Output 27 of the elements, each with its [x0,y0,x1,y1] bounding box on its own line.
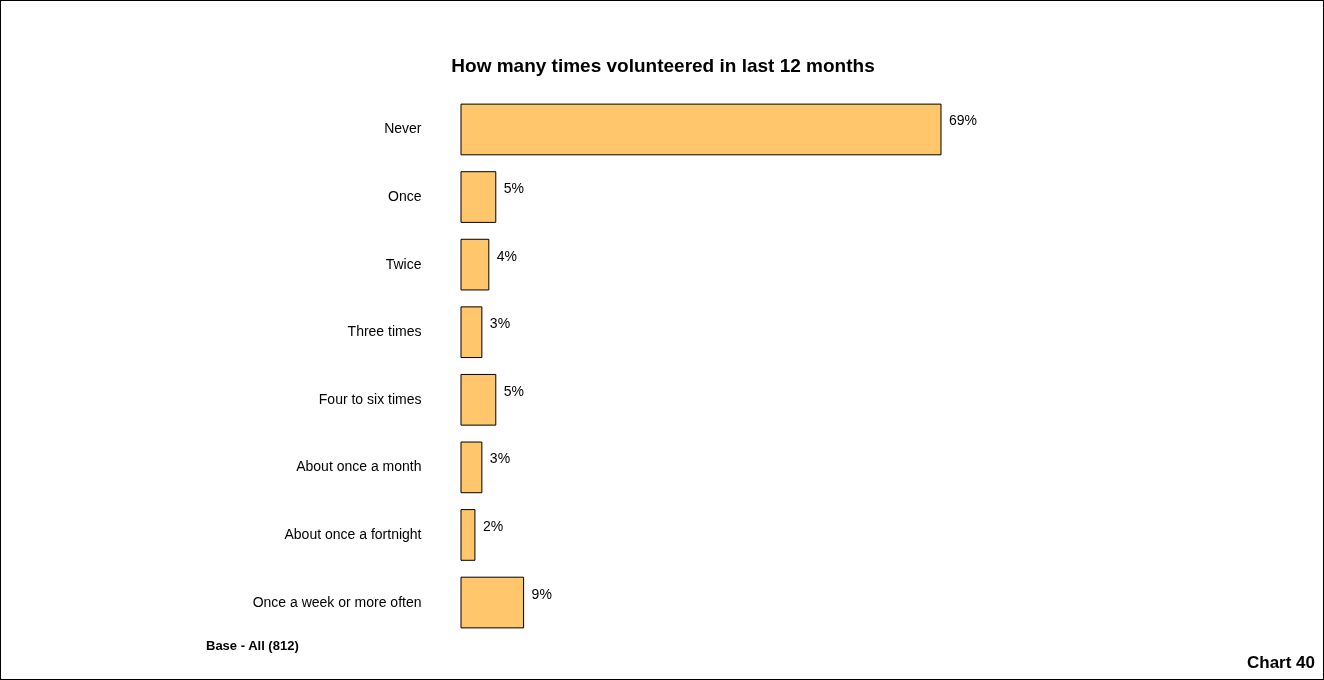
chart-title: How many times volunteered in last 12 months [451,55,875,76]
bar [460,441,483,494]
bar [460,171,497,223]
y-tick-label: Once a week or more often [252,593,422,610]
text: Base - All (812) [206,638,299,653]
y-tick-label: Never [384,120,422,137]
y-tick-label: Once [388,188,422,205]
caption: Chart 40 [1246,653,1315,673]
y-tick-label: Three times [347,323,422,340]
data-label: 5% [503,382,525,399]
data-label: 69% [949,112,978,129]
data-label: 4% [496,247,518,264]
data-label: 9% [531,585,552,602]
bar [460,509,476,561]
data-label: 3% [489,450,511,467]
bar [460,373,497,426]
data-label: 3% [489,315,511,332]
bar [460,306,483,359]
y-tick-label: Twice [385,255,422,272]
bar [460,103,942,156]
y-tick-label: About once a fortnight [284,525,422,542]
bar [460,238,490,291]
y-tick-label: About once a month [296,458,422,475]
data-label: 5% [503,180,525,197]
data-label: 2% [482,517,504,534]
y-tick-label: Four to six times [318,390,422,407]
bar [460,576,525,629]
